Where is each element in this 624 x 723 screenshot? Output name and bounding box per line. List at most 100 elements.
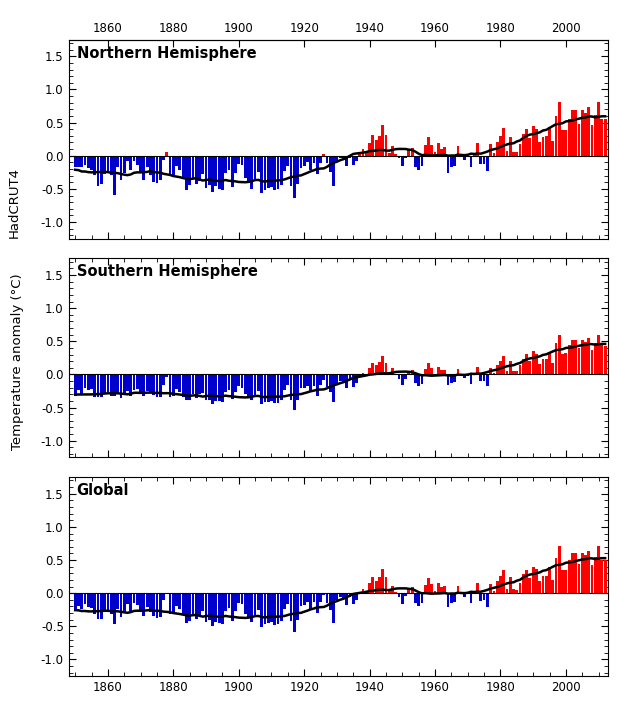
Bar	[319, 375, 322, 385]
Bar	[565, 570, 567, 593]
Bar	[113, 375, 116, 396]
Bar	[394, 592, 397, 593]
Bar	[489, 144, 492, 155]
Bar	[535, 569, 538, 593]
Bar	[437, 143, 440, 155]
Bar	[323, 375, 325, 380]
Bar	[414, 375, 417, 383]
Bar	[404, 593, 407, 596]
Bar	[247, 375, 250, 397]
Bar	[107, 375, 109, 392]
Bar	[231, 593, 233, 621]
Bar	[397, 155, 401, 158]
Bar	[247, 593, 250, 618]
Bar	[84, 593, 86, 604]
Bar	[94, 375, 96, 397]
Bar	[457, 146, 459, 155]
Bar	[548, 568, 551, 593]
Bar	[542, 137, 544, 155]
Bar	[476, 367, 479, 375]
Bar	[116, 593, 119, 609]
Bar	[512, 152, 515, 155]
Bar	[280, 155, 283, 185]
Bar	[293, 155, 296, 198]
Bar	[515, 371, 518, 375]
Bar	[168, 593, 172, 614]
Bar	[407, 149, 410, 155]
Bar	[519, 144, 522, 155]
Bar	[555, 343, 557, 375]
Bar	[195, 375, 198, 398]
Bar	[300, 155, 302, 168]
Bar	[123, 593, 125, 612]
Bar	[535, 354, 538, 375]
Bar	[208, 593, 211, 620]
Bar	[440, 587, 443, 593]
Bar	[578, 348, 580, 375]
Bar	[339, 375, 341, 381]
Bar	[427, 578, 430, 593]
Bar	[434, 152, 436, 155]
Bar	[371, 135, 374, 155]
Bar	[172, 593, 175, 613]
Bar	[378, 137, 381, 155]
Bar	[234, 155, 237, 174]
Bar	[437, 583, 440, 593]
Bar	[110, 375, 112, 396]
Bar	[381, 125, 384, 155]
Bar	[211, 593, 214, 626]
Bar	[306, 593, 309, 602]
Bar	[522, 359, 525, 375]
Bar	[139, 375, 142, 393]
Bar	[270, 593, 273, 622]
Bar	[94, 593, 96, 614]
Bar	[362, 150, 364, 155]
Bar	[77, 155, 80, 166]
Bar	[126, 593, 129, 604]
Bar	[568, 560, 570, 593]
Bar	[394, 154, 397, 155]
Bar	[401, 155, 404, 166]
Bar	[525, 354, 528, 375]
Bar	[155, 375, 158, 397]
Bar	[463, 375, 466, 378]
Bar	[306, 155, 309, 162]
Bar	[365, 150, 368, 155]
Bar	[159, 375, 162, 397]
Bar	[421, 155, 423, 166]
Bar	[581, 553, 583, 593]
Bar	[411, 587, 414, 593]
Bar	[466, 375, 469, 376]
Bar	[545, 136, 548, 155]
Bar	[565, 354, 567, 375]
Bar	[77, 375, 80, 390]
Bar	[355, 593, 358, 600]
Bar	[300, 593, 302, 606]
Bar	[345, 375, 348, 388]
Bar	[296, 155, 299, 184]
Bar	[552, 362, 554, 375]
Bar	[512, 372, 515, 375]
Bar	[260, 593, 263, 627]
Bar	[522, 134, 525, 155]
Bar	[254, 593, 256, 615]
Bar	[237, 155, 240, 163]
Bar	[146, 593, 149, 607]
Bar	[283, 375, 286, 390]
Bar	[218, 593, 220, 623]
Bar	[431, 145, 433, 155]
Bar	[319, 593, 322, 602]
Bar	[208, 155, 211, 185]
Bar	[401, 593, 404, 604]
Bar	[276, 375, 280, 403]
Bar	[313, 155, 315, 163]
Bar	[597, 102, 600, 155]
Bar	[228, 375, 230, 390]
Bar	[529, 578, 531, 593]
Bar	[404, 155, 407, 158]
Bar	[155, 155, 158, 183]
Bar	[205, 375, 207, 400]
Bar	[499, 361, 502, 375]
Bar	[286, 375, 289, 385]
Bar	[375, 140, 378, 155]
